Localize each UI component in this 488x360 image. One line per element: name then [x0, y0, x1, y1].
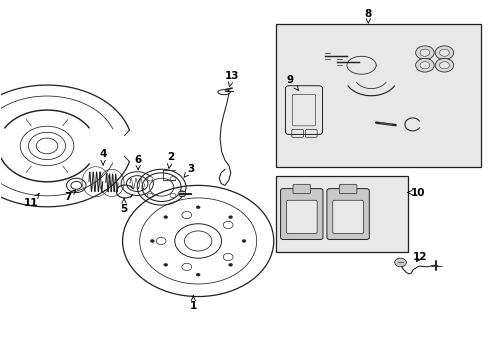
- FancyBboxPatch shape: [339, 184, 356, 194]
- Circle shape: [182, 211, 191, 219]
- Circle shape: [163, 264, 167, 266]
- Text: 9: 9: [286, 75, 298, 90]
- Circle shape: [415, 46, 433, 59]
- Circle shape: [223, 253, 233, 261]
- Text: 12: 12: [412, 252, 427, 262]
- Circle shape: [223, 221, 233, 229]
- Circle shape: [419, 62, 429, 69]
- FancyBboxPatch shape: [292, 184, 310, 194]
- Circle shape: [178, 191, 185, 197]
- Circle shape: [150, 239, 154, 242]
- Circle shape: [170, 177, 176, 181]
- Bar: [276, 176, 407, 252]
- FancyBboxPatch shape: [326, 189, 368, 239]
- Circle shape: [415, 58, 433, 72]
- Circle shape: [439, 49, 448, 56]
- FancyBboxPatch shape: [292, 94, 315, 126]
- Text: 8: 8: [364, 9, 371, 23]
- Text: 1: 1: [189, 296, 197, 311]
- Circle shape: [419, 49, 429, 56]
- Circle shape: [170, 193, 176, 198]
- Circle shape: [147, 193, 153, 198]
- Text: 6: 6: [134, 155, 142, 170]
- FancyBboxPatch shape: [280, 189, 323, 239]
- Text: 3: 3: [184, 164, 194, 177]
- FancyBboxPatch shape: [332, 200, 363, 233]
- Circle shape: [182, 263, 191, 270]
- Text: 2: 2: [166, 152, 174, 168]
- Circle shape: [242, 239, 245, 242]
- Text: 13: 13: [224, 71, 239, 87]
- Circle shape: [228, 216, 232, 219]
- Circle shape: [196, 206, 200, 209]
- Text: 11: 11: [24, 193, 39, 208]
- Circle shape: [439, 62, 448, 69]
- Circle shape: [196, 273, 200, 276]
- Circle shape: [228, 264, 232, 266]
- Circle shape: [434, 46, 453, 59]
- Circle shape: [394, 258, 406, 267]
- FancyBboxPatch shape: [286, 200, 317, 233]
- Circle shape: [156, 237, 165, 244]
- Bar: [276, 24, 480, 167]
- Text: 5: 5: [120, 198, 127, 214]
- Text: 4: 4: [99, 149, 106, 165]
- Text: 7: 7: [64, 190, 76, 202]
- Circle shape: [434, 58, 453, 72]
- Circle shape: [163, 216, 167, 219]
- Circle shape: [147, 177, 153, 181]
- Text: 10: 10: [407, 188, 424, 198]
